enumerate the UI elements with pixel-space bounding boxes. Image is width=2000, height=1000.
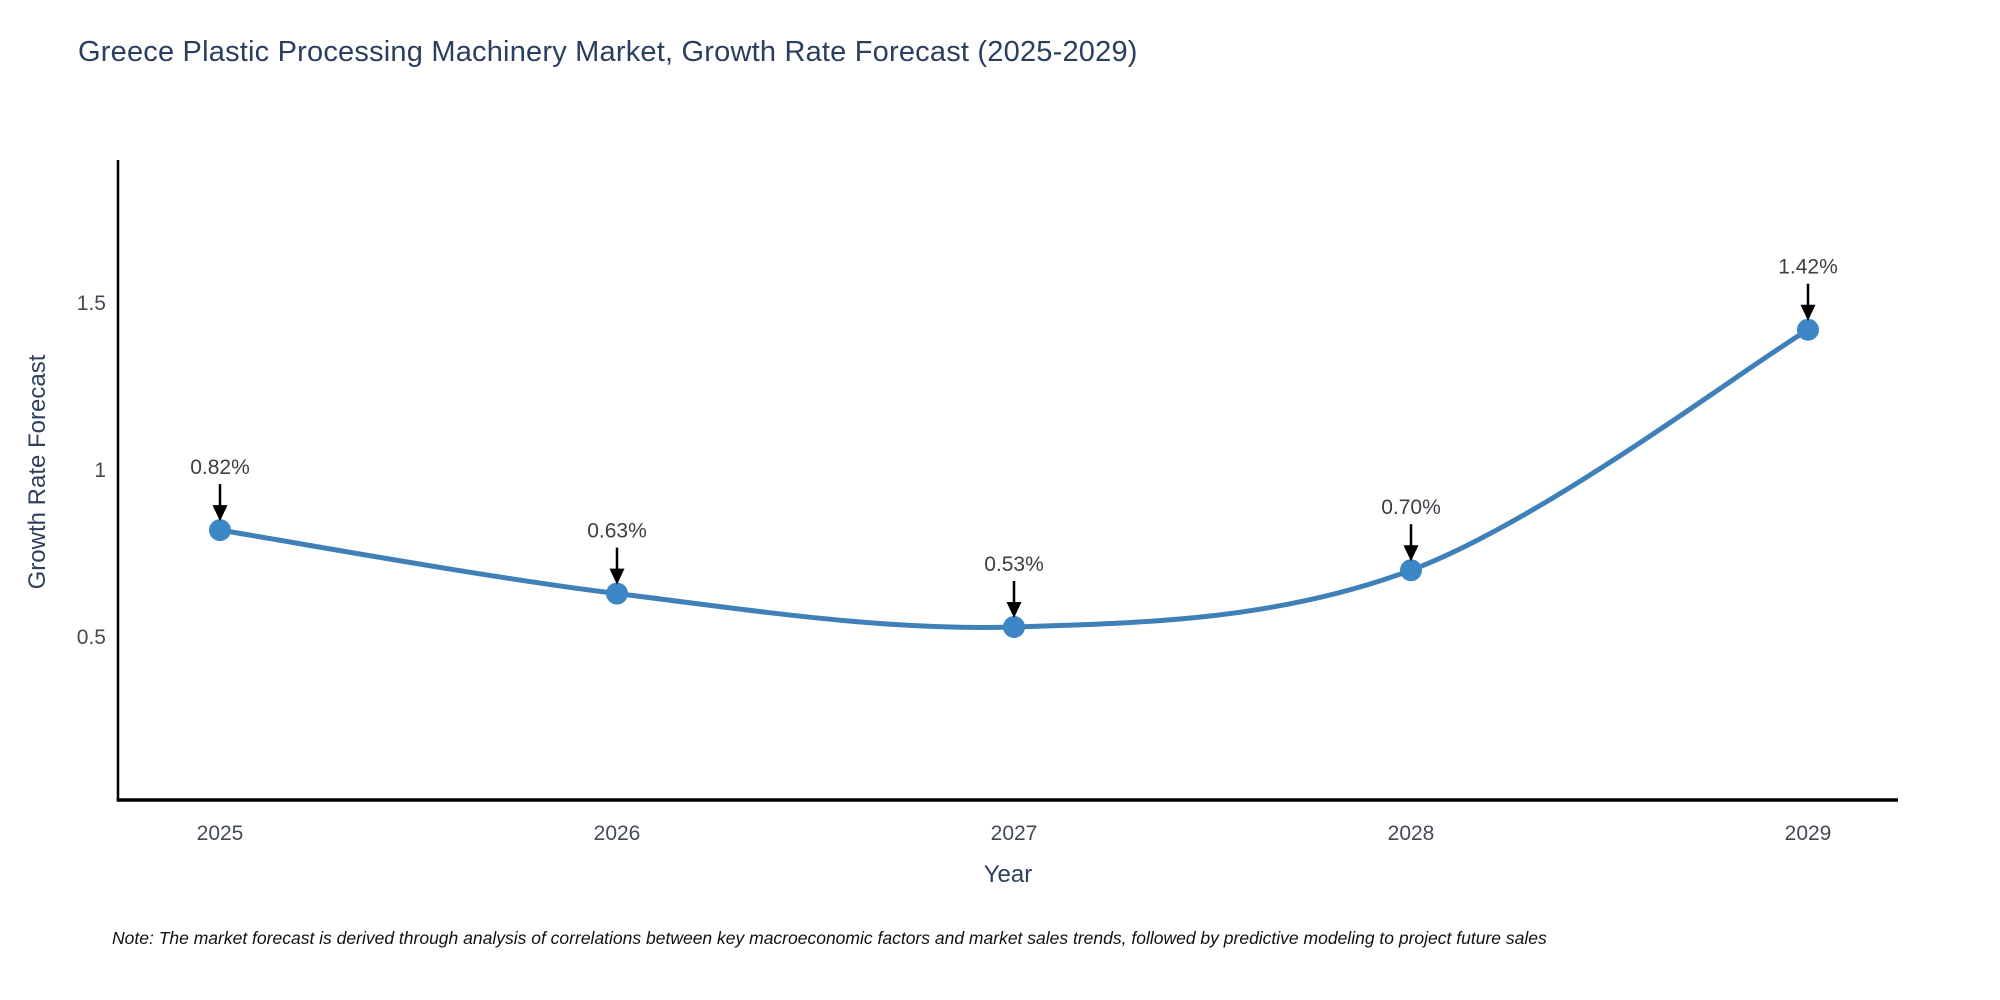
x-tick-label: 2028 [1388, 822, 1435, 845]
point-annotation-label: 0.63% [587, 520, 647, 543]
annotation-arrowhead-icon [1800, 304, 1816, 321]
axes [116, 160, 1898, 802]
point-annotation-label: 0.82% [190, 456, 250, 479]
y-axis-title: Growth Rate Forecast [24, 354, 51, 590]
chart-title: Greece Plastic Processing Machinery Mark… [78, 36, 1138, 68]
tick-labels: 2025 2026 2027 2028 2029 0.5 1 1.5 [77, 292, 1832, 845]
point-annotation-label: 1.42% [1778, 256, 1838, 279]
annotation-arrowhead-icon [609, 568, 625, 585]
data-point [606, 582, 628, 605]
x-tick-label: 2029 [1785, 822, 1832, 845]
x-tick-label: 2026 [594, 822, 641, 845]
x-tick-label: 2027 [991, 822, 1038, 845]
annotation-arrowhead-icon [1006, 601, 1022, 618]
footnote: Note: The market forecast is derived thr… [112, 928, 1547, 948]
point-annotation-label: 0.53% [984, 553, 1044, 576]
data-series [209, 318, 1819, 638]
data-point [209, 519, 231, 542]
y-tick-label: 0.5 [77, 626, 106, 649]
data-point [1003, 615, 1025, 638]
y-tick-label: 1 [94, 459, 106, 482]
x-tick-label: 2025 [197, 822, 244, 845]
data-point [1400, 559, 1422, 582]
point-annotations: 0.82% 0.63% 0.53% 0.70% 1.42% [190, 256, 1838, 618]
annotation-arrowhead-icon [212, 505, 228, 522]
point-annotation-label: 0.70% [1381, 496, 1441, 519]
y-tick-label: 1.5 [77, 292, 106, 315]
annotation-arrowhead-icon [1403, 545, 1419, 562]
data-point [1797, 318, 1819, 341]
x-axis-title: Year [983, 861, 1033, 888]
